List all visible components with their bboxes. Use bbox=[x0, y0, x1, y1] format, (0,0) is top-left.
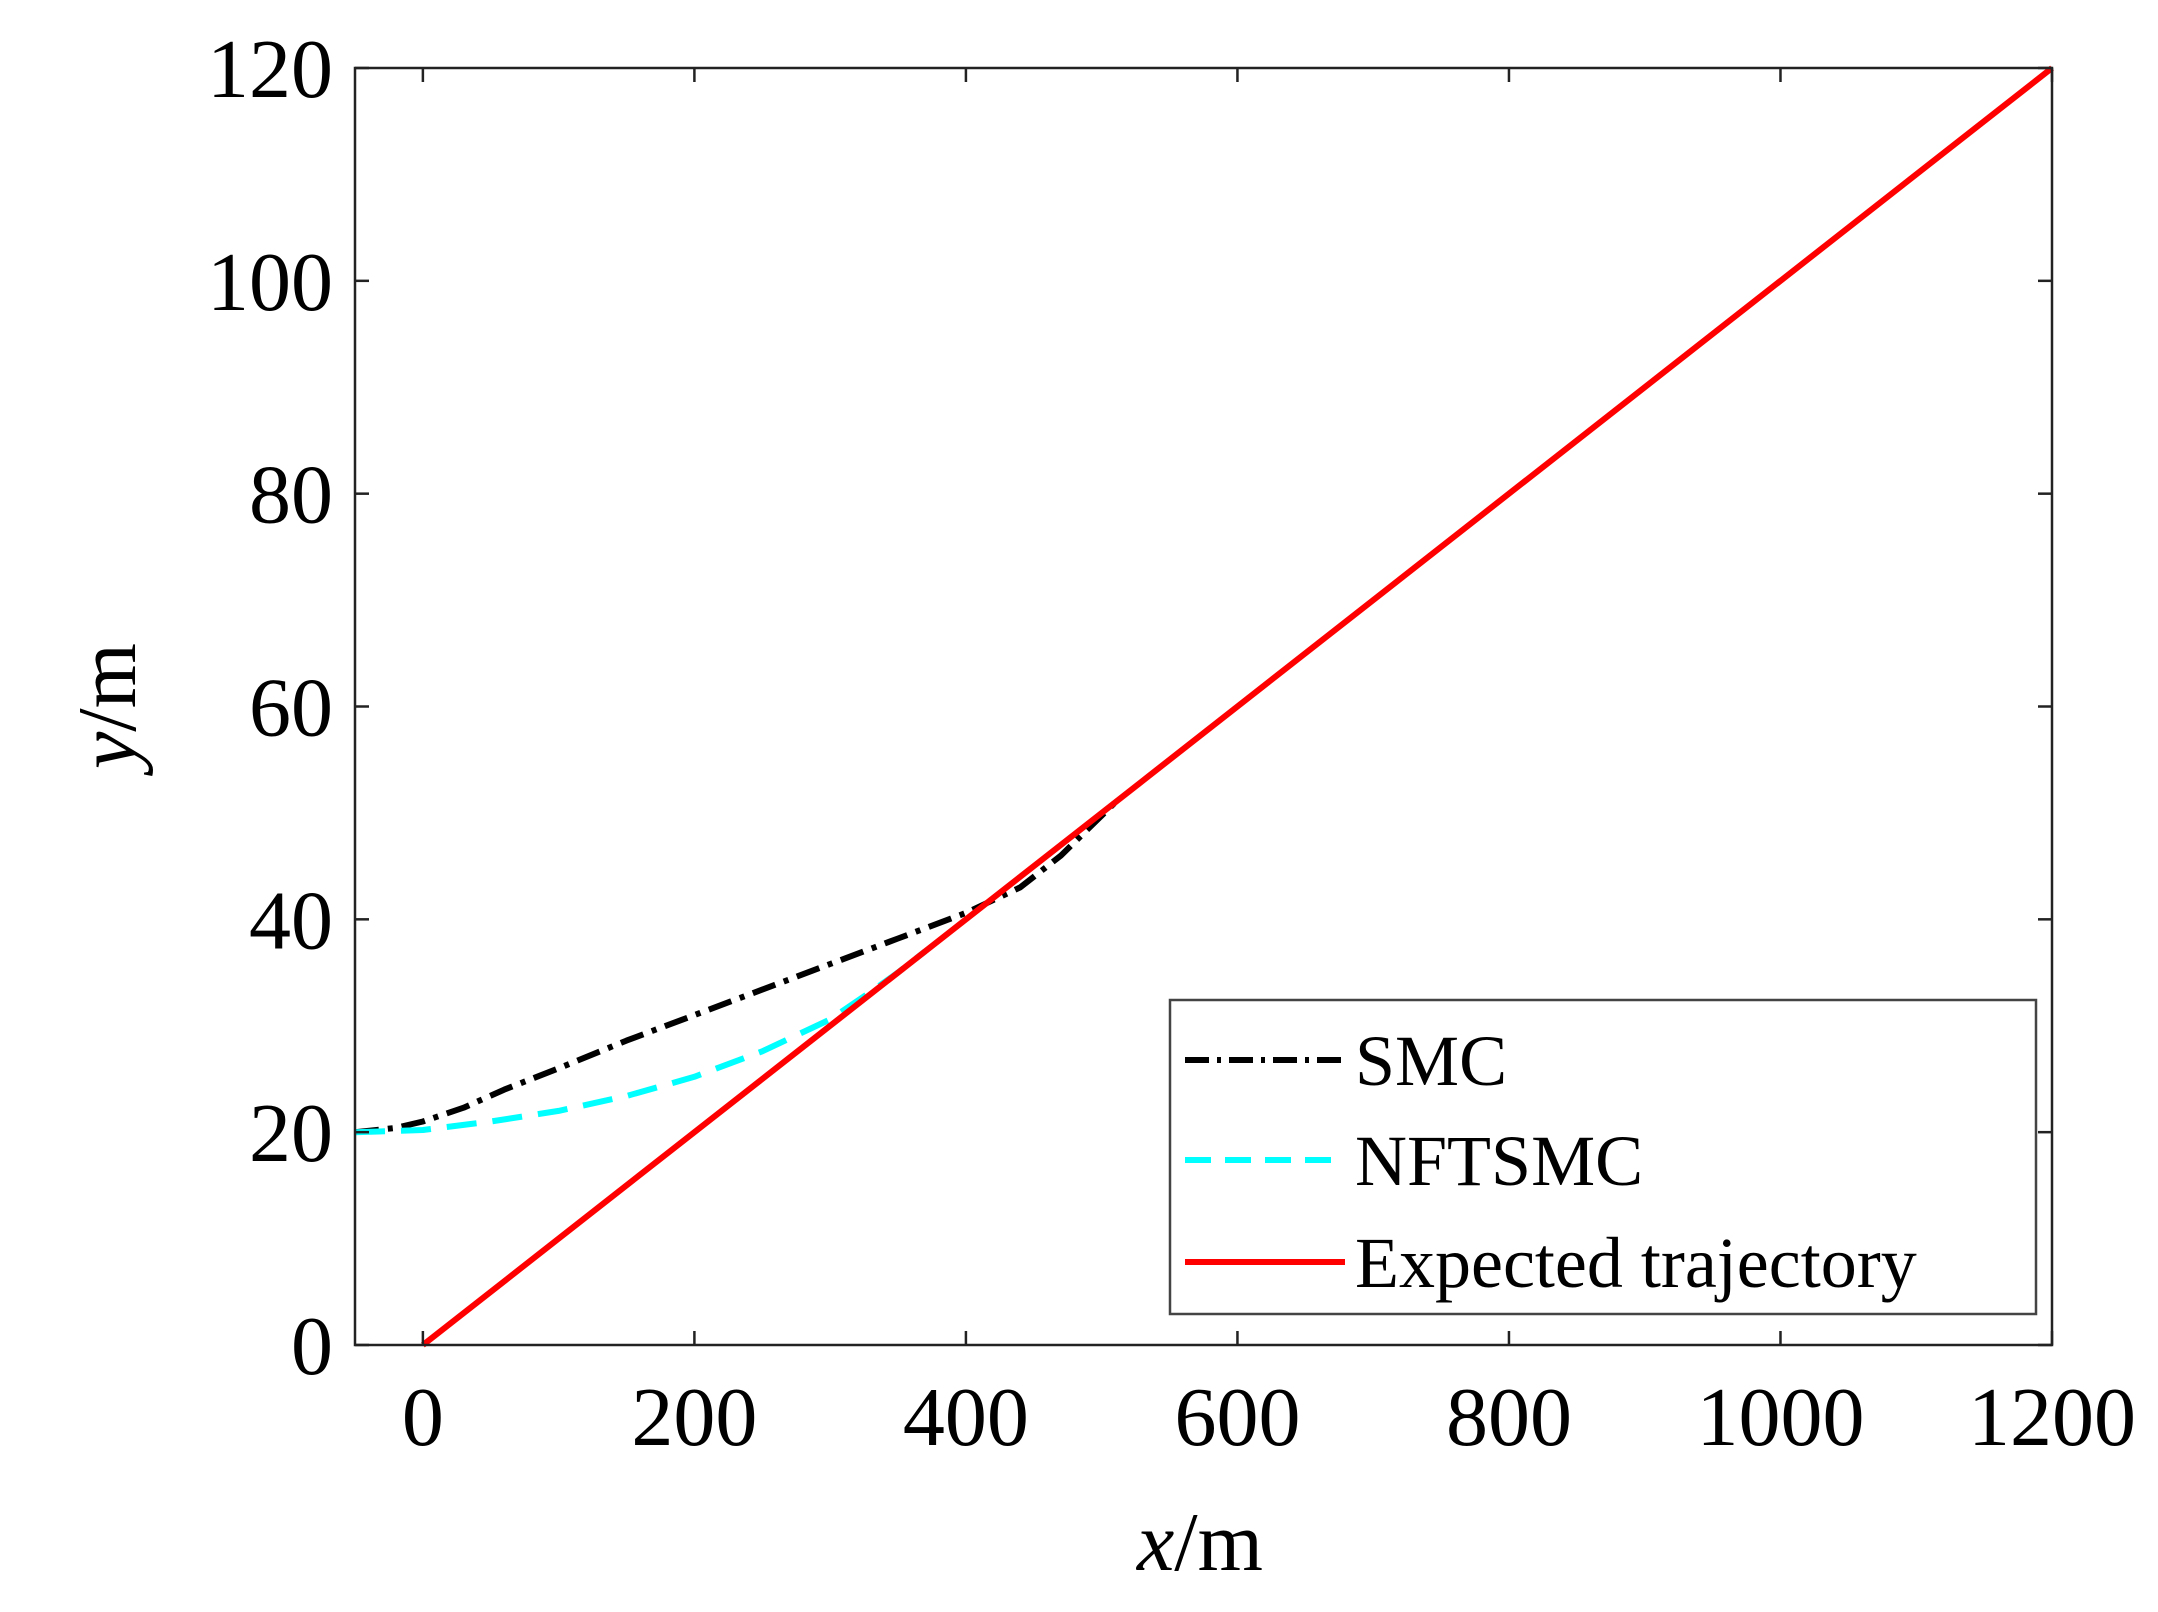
y-tick-label: 100 bbox=[207, 236, 333, 329]
x-tick-label: 0 bbox=[402, 1371, 444, 1464]
series-layer bbox=[354, 65, 2054, 1348]
x-tick-label: 1200 bbox=[1968, 1371, 2136, 1464]
legend-label-expected: Expected trajectory bbox=[1355, 1223, 1917, 1303]
y-tick-label: 20 bbox=[249, 1087, 333, 1180]
x-axis-label: x/m bbox=[1135, 1496, 1263, 1589]
x-tick-label: 1000 bbox=[1696, 1371, 1864, 1464]
x-axis-unit: /m bbox=[1174, 1496, 1263, 1589]
x-tick-label: 200 bbox=[631, 1371, 757, 1464]
y-tick-label: 60 bbox=[249, 662, 333, 755]
series-line-nftsmc bbox=[354, 948, 928, 1136]
tick-layer: 0 200 400 600 800 1000 1200 0 20 40 60 80 100 120 bbox=[207, 23, 2136, 1464]
legend-label-nftsmc: NFTSMC bbox=[1355, 1121, 1643, 1201]
x-tick-label: 600 bbox=[1174, 1371, 1300, 1464]
series-line-smc bbox=[354, 800, 1118, 1136]
y-tick-label: 120 bbox=[207, 23, 333, 116]
y-tick-label: 40 bbox=[249, 874, 333, 967]
legend-label-smc: SMC bbox=[1355, 1021, 1507, 1101]
x-tick-label: 400 bbox=[903, 1371, 1029, 1464]
x-tick-label: 800 bbox=[1446, 1371, 1572, 1464]
legend: SMC NFTSMC Expected trajectory bbox=[1168, 998, 2038, 1316]
y-axis-label: y/m bbox=[61, 643, 154, 777]
y-axis-unit: /m bbox=[61, 643, 154, 732]
series-line-expected-trajectory bbox=[421, 65, 2054, 1348]
y-tick-label: 0 bbox=[291, 1300, 333, 1393]
x-axis-var: x bbox=[1135, 1496, 1174, 1589]
y-tick-label: 80 bbox=[249, 449, 333, 542]
y-axis-var: y bbox=[61, 731, 154, 777]
